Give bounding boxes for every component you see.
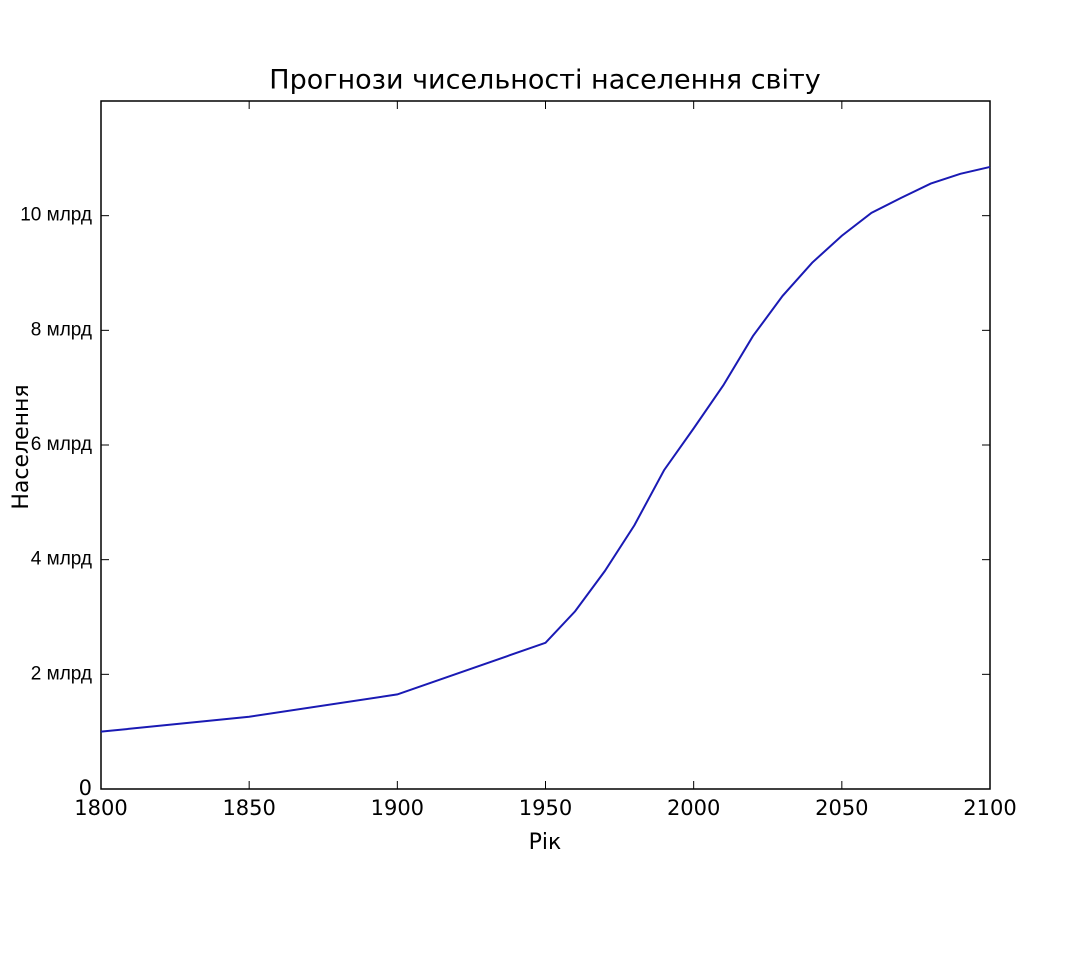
x-tick-label: 2050: [815, 796, 868, 820]
chart-title: Прогнози чисельності населення світу: [269, 65, 820, 96]
y-tick-label: 6 млрд: [31, 434, 92, 455]
plot-frame: [100, 100, 991, 790]
line-series: [100, 165, 991, 733]
x-axis-label: Рік: [529, 830, 562, 855]
y-tick-label: 10 млрд: [20, 205, 92, 226]
x-tick-label: 1900: [371, 796, 424, 820]
y-tick-label: 0: [79, 776, 92, 800]
y-tick-label: 2 млрд: [31, 663, 92, 684]
y-axis-label: Населення: [9, 384, 34, 509]
x-tick-label: 1850: [222, 796, 275, 820]
y-tick-label: 8 млрд: [31, 319, 92, 340]
x-tick-label: 2100: [963, 796, 1016, 820]
y-tick-label: 4 млрд: [31, 549, 92, 570]
x-tick-label: 1950: [519, 796, 572, 820]
x-tick-label: 2000: [667, 796, 720, 820]
x-tick-label: 1800: [74, 796, 127, 820]
